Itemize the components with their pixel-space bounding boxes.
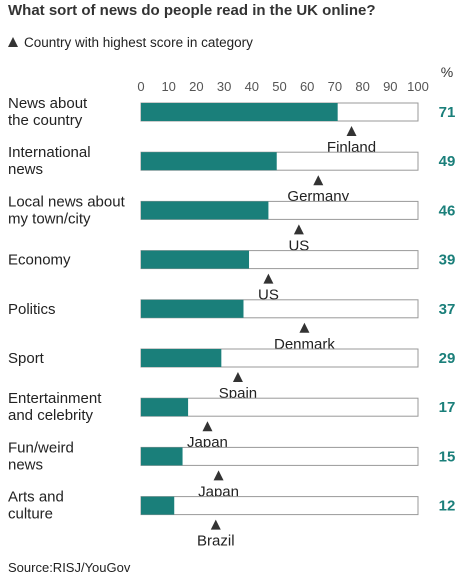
triangle-up-icon [213,470,224,481]
category-label-line: news [8,456,43,473]
bar [141,103,338,121]
bar [141,496,175,515]
category-label: International news [8,144,91,178]
category-label-line: my town/city [8,210,91,227]
x-tick-label: 80 [355,79,369,94]
triangle-up-icon [346,126,357,136]
triangle-up-icon [210,519,221,530]
category-label-line: News about [8,95,88,112]
chart-title: What sort of news do people read in the … [8,2,376,19]
bar [141,152,277,171]
category-label-line: Entertainment [8,390,102,407]
bar [141,349,222,367]
value-label: 29 [439,350,456,367]
triangle-up-icon [8,37,18,47]
x-tick-label: 70 [328,79,342,94]
category-label-line: Local news about [8,193,126,210]
x-tick-label: 90 [383,79,397,94]
value-label: 12 [439,498,456,515]
source-note: Source:RISJ/YouGov [8,560,131,575]
category-label-line: International [8,144,91,161]
category-label-line: the country [8,112,83,129]
unit-label: % [441,64,453,80]
category-label: Sport [8,350,45,367]
legend-text: Country with highest score in category [24,35,253,50]
value-label: 39 [439,252,456,269]
triangle-up-icon [313,175,324,186]
value-label: 15 [439,448,456,465]
triangle-up-icon [263,273,274,284]
legend: Country with highest score in category [8,35,253,50]
triangle-up-icon [299,322,310,333]
value-label: 71 [439,104,456,121]
triangle-up-icon [202,421,213,432]
category-label-line: news [8,161,43,178]
bar [141,447,183,466]
category-label: Arts and culture [8,489,64,523]
triangle-up-icon [232,372,243,382]
x-tick-label: 10 [161,79,175,94]
category-label-line: culture [8,506,53,523]
category-label-line: and celebrity [8,407,94,424]
bar [141,398,189,417]
value-label: 46 [439,202,456,219]
bar [141,299,244,318]
country-label: Brazil [197,533,235,550]
x-tick-label: 40 [245,79,259,94]
x-tick-label: 50 [272,79,286,94]
category-label: Economy [8,252,71,269]
bar [141,250,250,269]
value-label: 17 [439,399,456,416]
x-tick-label: 100 [407,79,429,94]
x-tick-label: 20 [189,79,203,94]
category-label: Entertainment and celebrity [8,390,102,424]
category-label: News about the country [8,95,88,129]
bar-track [140,496,419,516]
category-label: Fun/weird news [8,439,74,473]
bar [141,201,269,220]
value-label: 49 [439,153,456,170]
triangle-up-icon [293,224,304,235]
x-tick-label: 30 [217,79,231,94]
category-label: Local news about my town/city [8,193,126,227]
value-label: 37 [439,301,456,318]
category-label-line: Fun/weird [8,439,74,456]
category-label-line: Arts and [8,489,64,506]
x-tick-label: 0 [137,79,144,94]
category-label: Politics [8,301,56,318]
x-tick-label: 60 [300,79,314,94]
